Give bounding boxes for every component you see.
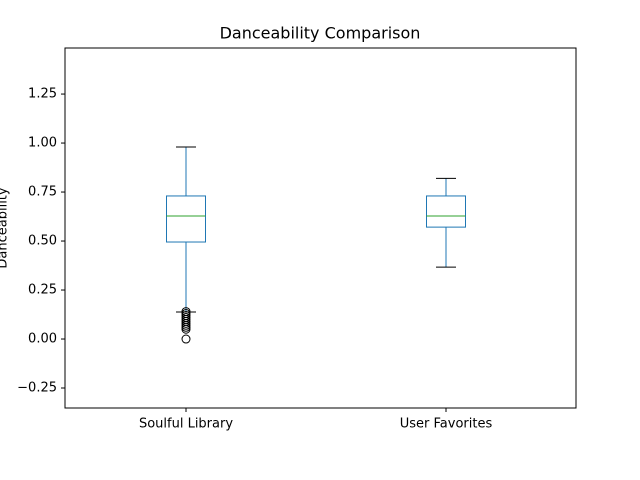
outlier: [181, 324, 191, 334]
outlier: [181, 334, 191, 344]
box: [166, 195, 206, 243]
x-tick-label: Soulful Library: [139, 417, 233, 432]
y-tick-label: 0.25: [28, 283, 57, 298]
y-tick-label: 1.25: [28, 87, 57, 102]
y-tick-label: 0.50: [28, 234, 57, 249]
plot-frame: [64, 47, 577, 409]
y-tick-label: 0.00: [28, 332, 57, 347]
y-tick-label: 0.75: [28, 185, 57, 200]
y-tick-label: −0.25: [17, 381, 57, 396]
y-axis-label: Danceability: [0, 187, 11, 269]
box: [426, 195, 466, 228]
x-tick-label: User Favorites: [400, 417, 493, 432]
chart-title: Danceability Comparison: [220, 24, 421, 43]
y-tick-label: 1.00: [28, 136, 57, 151]
